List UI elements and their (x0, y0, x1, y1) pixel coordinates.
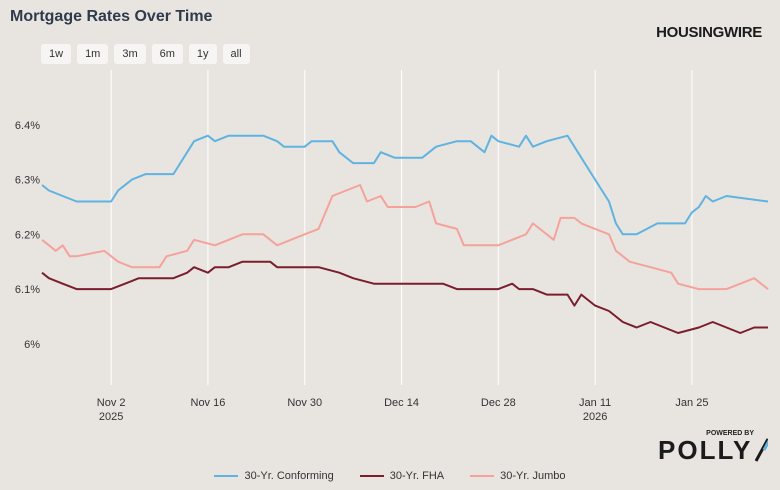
x-tick-year-label: 2026 (583, 411, 607, 423)
legend-label-conforming: 30-Yr. Conforming (244, 470, 334, 482)
y-axis-ticks: 6% 6.1% 6.2% 6.3% 6.4% (15, 120, 40, 351)
y-tick-label: 6% (24, 339, 40, 351)
series-lines (41, 134, 769, 334)
legend-label-jumbo: 30-Yr. Jumbo (500, 470, 566, 482)
range-button-all[interactable]: all (222, 44, 250, 64)
legend-swatch-fha (359, 475, 384, 477)
legend-swatch-jumbo (470, 475, 495, 477)
range-button-1m[interactable]: 1m (77, 44, 109, 64)
powered-by-polly: POWERED BY POLLY (658, 430, 768, 463)
polly-slash-icon (754, 438, 768, 462)
x-tick-label: Jan 11 (579, 397, 611, 409)
x-tick-label: Jan 25 (675, 397, 708, 409)
range-button-3m[interactable]: 3m (114, 44, 146, 64)
y-tick-label: 6.2% (15, 229, 40, 241)
series-line-conforming (41, 134, 769, 236)
range-button-6m[interactable]: 6m (151, 44, 183, 64)
y-tick-label: 6.1% (15, 284, 40, 296)
y-tick-label: 6.4% (15, 120, 40, 132)
polly-logo: POLLY (658, 437, 768, 463)
series-line-fha (41, 260, 768, 334)
legend: 30-Yr. Conforming 30-Yr. FHA 30-Yr. Jumb… (0, 470, 780, 482)
x-tick-label: Nov 2 (97, 397, 126, 409)
chart-title: Mortgage Rates Over Time (10, 8, 213, 25)
x-tick-label: Nov 30 (287, 397, 322, 409)
series-line-jumbo (41, 184, 769, 291)
powered-by-label: POWERED BY (706, 430, 754, 437)
polly-logo-text: POLLY (658, 435, 753, 465)
x-tick-label: Dec 14 (384, 397, 419, 409)
x-axis-ticks: Nov 2 2025 Nov 16 Nov 30 Dec 14 Dec 28 Jan 11 2… (97, 397, 709, 423)
legend-swatch-conforming (214, 475, 239, 477)
range-selector: 1w 1m 3m 6m 1y all (41, 44, 250, 64)
x-tick-label: Dec 28 (481, 397, 516, 409)
grid-lines (110, 70, 693, 385)
y-tick-label: 6.3% (15, 175, 40, 187)
legend-item-jumbo[interactable]: 30-Yr. Jumbo (470, 470, 566, 482)
legend-item-conforming[interactable]: 30-Yr. Conforming (214, 470, 334, 482)
range-button-1y[interactable]: 1y (188, 44, 217, 64)
legend-item-fha[interactable]: 30-Yr. FHA (359, 470, 445, 482)
range-button-1w[interactable]: 1w (41, 44, 72, 64)
housingwire-logo: HOUSINGWIRE (656, 24, 762, 41)
x-tick-label: Nov 16 (191, 397, 226, 409)
legend-label-fha: 30-Yr. FHA (389, 470, 445, 482)
x-tick-year-label: 2025 (99, 411, 123, 423)
